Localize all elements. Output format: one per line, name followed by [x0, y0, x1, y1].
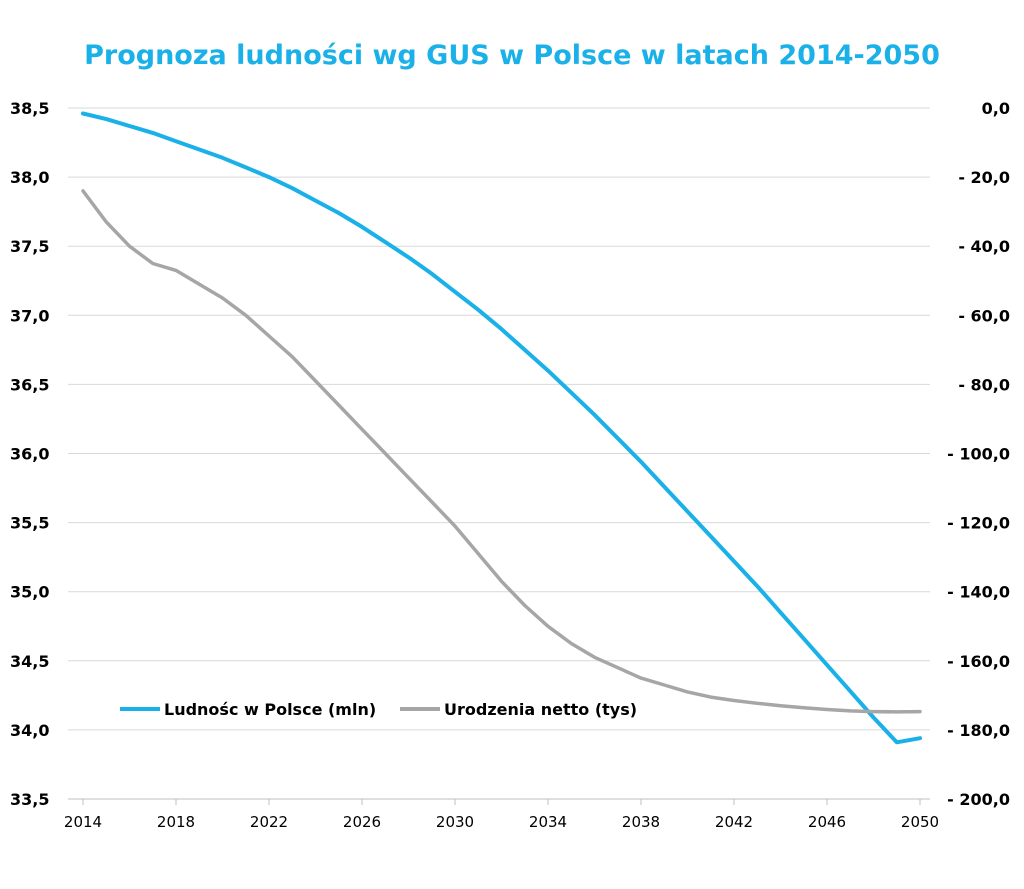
x-tick-label: 2050: [901, 813, 939, 831]
left-y-tick-label: 36,0: [10, 445, 49, 464]
legend-label: Urodzenia netto (tys): [444, 700, 637, 719]
right-y-tick-label: - 80,0: [958, 375, 1010, 394]
series-lines: [81, 111, 922, 745]
x-tick-label: 2030: [436, 813, 474, 831]
left-y-tick-label: 38,0: [10, 168, 49, 187]
left-y-tick-label: 38,5: [10, 99, 49, 118]
left-y-tick-label: 33,5: [10, 790, 49, 809]
x-tick-label: 2018: [157, 813, 195, 831]
left-y-tick-label: 35,5: [10, 514, 49, 533]
left-y-axis: 38,5 38,0 37,5 37,0 36,5 36,0 35,5 35,0 34,5 34,0…: [10, 99, 49, 809]
x-axis: 2014 2018 2022 2026 2030 2034 2038 2042 2046 2050: [64, 799, 939, 831]
x-tick-label: 2046: [808, 813, 846, 831]
chart-title: Prognoza ludności wg GUS w Polsce w lata…: [84, 40, 940, 71]
gridlines: [68, 107, 930, 800]
left-y-tick-label: 36,5: [10, 375, 49, 394]
population-series-line: [81, 111, 922, 745]
legend: Ludnośc w Polsce (mln) Urodzenia netto (t…: [120, 700, 637, 719]
x-tick-label: 2014: [64, 813, 102, 831]
net-births-series-line: [81, 189, 922, 714]
right-y-tick-label: - 120,0: [947, 514, 1010, 533]
left-y-tick-label: 35,0: [10, 583, 49, 602]
right-y-tick-label: - 140,0: [947, 583, 1010, 602]
left-y-tick-label: 37,0: [10, 306, 49, 325]
right-y-tick-label: - 160,0: [947, 652, 1010, 671]
x-tick-label: 2026: [343, 813, 381, 831]
right-y-tick-label: - 100,0: [947, 445, 1010, 464]
left-y-tick-label: 34,0: [10, 721, 49, 740]
x-tick-label: 2034: [529, 813, 567, 831]
right-y-tick-label: - 40,0: [958, 237, 1010, 256]
x-tick-label: 2038: [622, 813, 660, 831]
right-y-axis: 0,0 - 20,0 - 40,0 - 60,0 - 80,0 - 100,0 - 120,…: [947, 99, 1010, 809]
legend-label: Ludnośc w Polsce (mln): [164, 700, 376, 719]
right-y-tick-label: 0,0: [982, 99, 1010, 118]
x-tick-label: 2042: [715, 813, 753, 831]
right-y-tick-label: - 60,0: [958, 306, 1010, 325]
left-y-tick-label: 34,5: [10, 652, 49, 671]
right-y-tick-label: - 20,0: [958, 168, 1010, 187]
right-y-tick-label: - 180,0: [947, 721, 1010, 740]
left-y-tick-label: 37,5: [10, 237, 49, 256]
right-y-tick-label: - 200,0: [947, 790, 1010, 809]
x-tick-label: 2022: [250, 813, 288, 831]
